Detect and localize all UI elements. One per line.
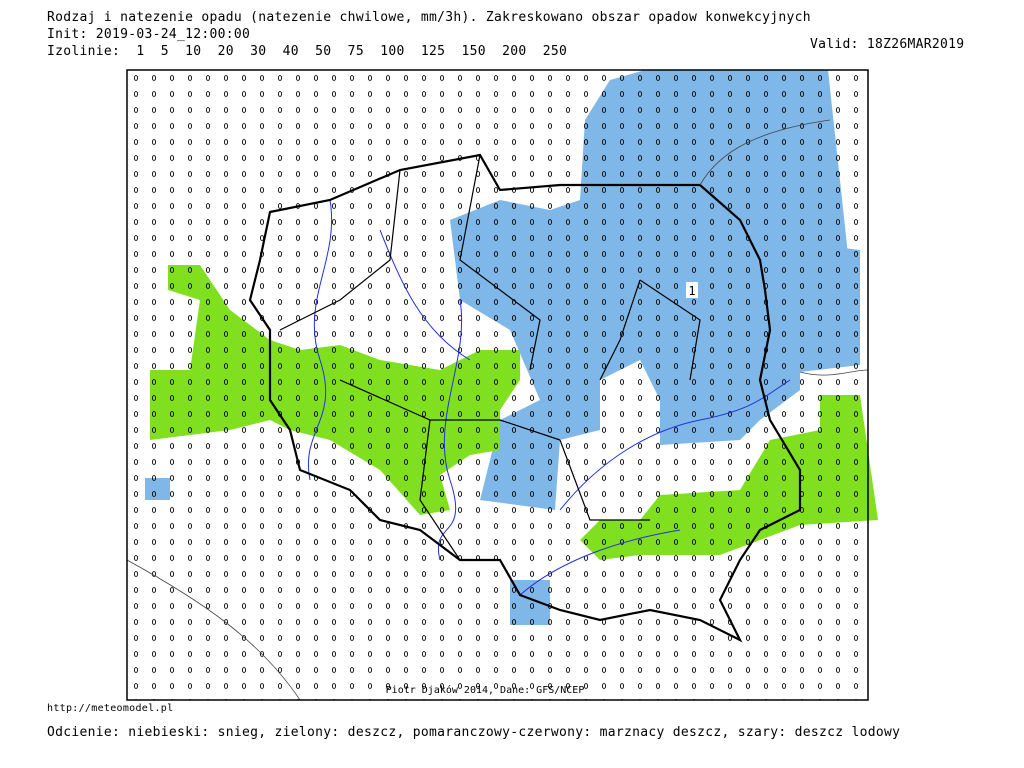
init-time: Init: 2019-03-24_12:00:00 bbox=[47, 27, 251, 42]
isoline-label-box bbox=[686, 282, 698, 298]
map-frame bbox=[126, 69, 869, 701]
neighbour-borders bbox=[126, 119, 869, 701]
region-borders bbox=[279, 154, 701, 561]
country-border bbox=[248, 153, 802, 643]
color-legend: Odcienie: niebieski: snieg, zielony: des… bbox=[47, 725, 901, 740]
title: Rodzaj i natezenie opadu (natezenie chwi… bbox=[47, 10, 811, 25]
valid-time: Valid: 18Z26MAR2019 bbox=[810, 37, 965, 52]
isoline-label: 1 bbox=[688, 284, 695, 298]
precip-symbols bbox=[127, 70, 868, 700]
isolines: Izolinie: 1 5 10 20 30 40 50 75 100 125 … bbox=[47, 44, 568, 59]
credit: Piotr Djaków 2014, Dane: GFS/NCEP bbox=[386, 684, 585, 696]
source-url: http://meteomodel.pl bbox=[47, 703, 174, 714]
